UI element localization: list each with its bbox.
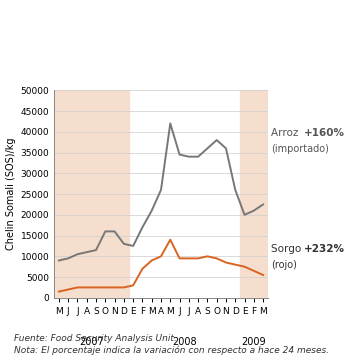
Text: Sorgo: Sorgo (271, 244, 305, 254)
Bar (54, 90, 128, 298)
Text: Arroz: Arroz (271, 128, 302, 138)
Text: Fuente: Food Security Analysis Unit.: Fuente: Food Security Analysis Unit. (14, 334, 177, 343)
Text: 2007: 2007 (79, 337, 104, 347)
Text: Nota: El porcentaje indica la variación con respecto a hace 24 meses.: Nota: El porcentaje indica la variación … (14, 346, 329, 355)
Text: 2008: 2008 (172, 337, 196, 347)
Text: +232%: +232% (303, 244, 344, 254)
Text: (rojo): (rojo) (271, 260, 297, 270)
Y-axis label: Chelin Somali (SOS)/kg: Chelin Somali (SOS)/kg (6, 138, 16, 250)
Text: (importado): (importado) (271, 144, 329, 154)
Text: Mogadiscio, Somalia: Mogadiscio, Somalia (12, 59, 155, 73)
Text: +160%: +160% (303, 128, 344, 138)
Bar (240, 90, 268, 298)
Text: 2009: 2009 (241, 337, 266, 347)
Text: . Precios de determinados cereales en: . Precios de determinados cereales en (66, 19, 331, 32)
Text: Figura 9: Figura 9 (12, 19, 77, 32)
